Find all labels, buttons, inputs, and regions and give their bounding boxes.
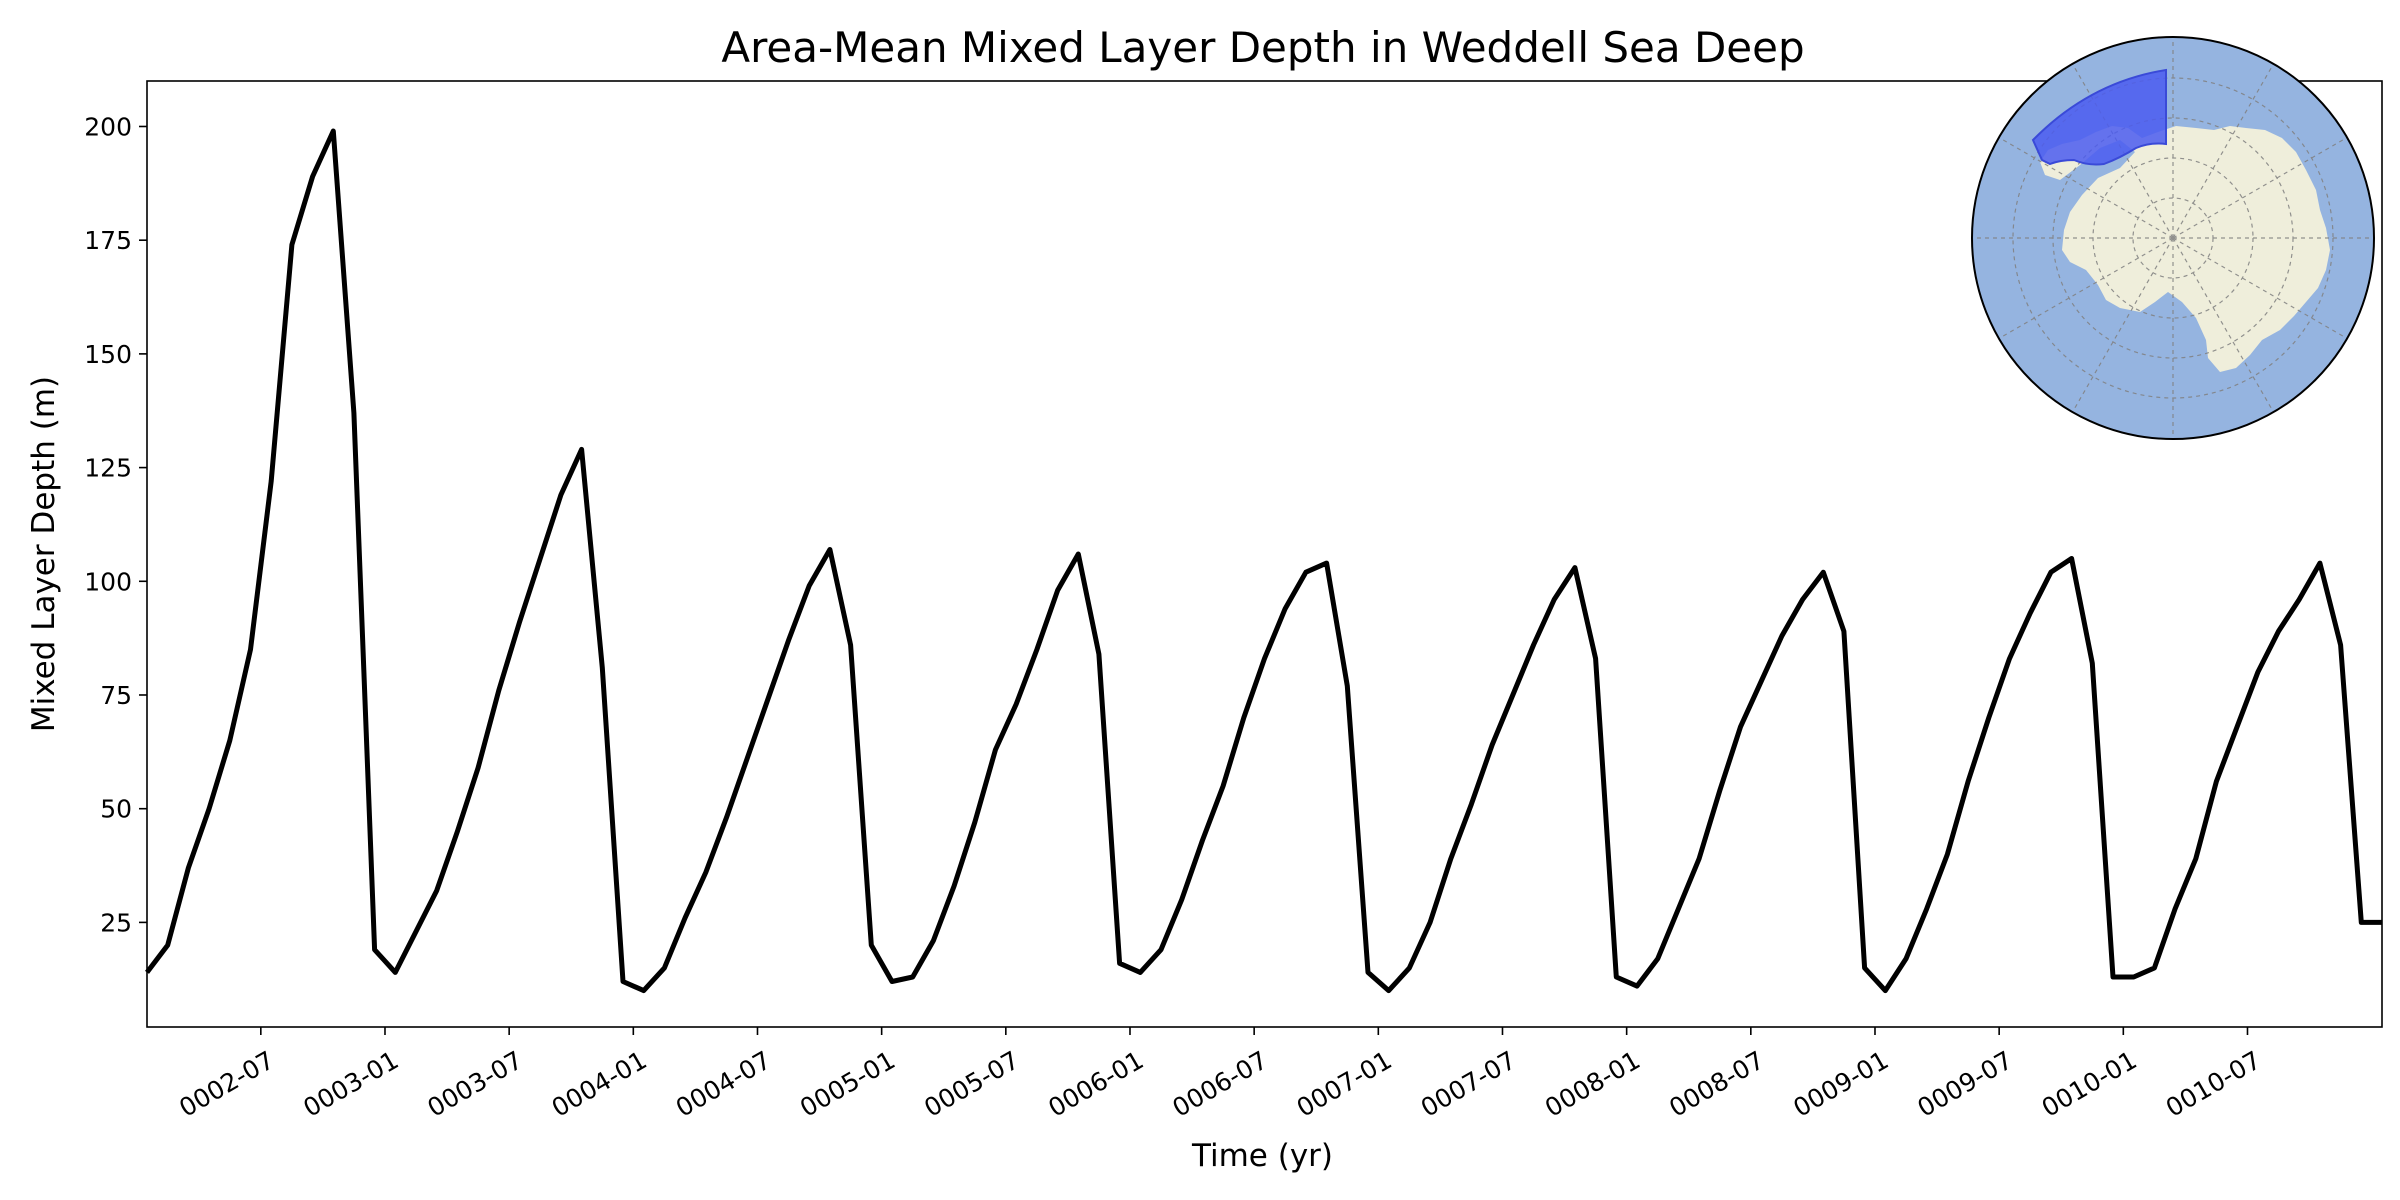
- x-tick-label: 0009-01: [1788, 1045, 1893, 1122]
- x-tick-label: 0002-07: [174, 1045, 279, 1122]
- y-axis-label: Mixed Layer Depth (m): [26, 376, 62, 732]
- x-tick-label: 0003-07: [423, 1045, 528, 1122]
- x-tick-label: 0005-07: [919, 1045, 1024, 1122]
- y-tick-label: 50: [100, 795, 132, 824]
- plot-frame: [146, 80, 2383, 1028]
- x-tick-label: 0010-07: [2161, 1045, 2266, 1122]
- series-line-0: [145, 128, 2382, 994]
- y-tick-label: 100: [84, 567, 132, 596]
- x-tick-label: 0005-01: [795, 1045, 900, 1122]
- map-border: [1971, 36, 2375, 440]
- x-tick-label: 0008-01: [1540, 1045, 1645, 1122]
- map-antarctica-land: [2040, 126, 2330, 372]
- x-tick-label: 0007-07: [1416, 1045, 1521, 1122]
- x-tick-label: 0003-01: [298, 1045, 403, 1122]
- y-tick-label: 200: [84, 112, 132, 141]
- y-tick-label: 125: [84, 454, 132, 483]
- x-tick-label: 0010-01: [2037, 1045, 2142, 1122]
- map-graticule: [1972, 37, 2374, 439]
- chart-title: Area-Mean Mixed Layer Depth in Weddell S…: [721, 23, 1804, 72]
- x-tick-label: 0009-07: [1913, 1045, 2018, 1122]
- y-tick-label: 175: [84, 226, 132, 255]
- x-tick-label: 0006-07: [1168, 1045, 1273, 1122]
- x-tick-label: 0008-07: [1664, 1045, 1769, 1122]
- y-tick-label: 25: [100, 908, 132, 937]
- plot-area: [145, 128, 2382, 994]
- weddell-sea-region-highlight: [2031, 68, 2167, 166]
- x-tick-label: 0004-07: [671, 1045, 776, 1122]
- y-tick-label: 75: [100, 681, 132, 710]
- x-tick-label: 0006-01: [1043, 1045, 1148, 1122]
- x-tick-label: 0007-01: [1292, 1045, 1397, 1122]
- x-axis-label: Time (yr): [1191, 1138, 1333, 1174]
- y-tick-label: 150: [84, 340, 132, 369]
- antarctica-inset-map: [1971, 36, 2375, 440]
- x-tick-label: 0004-01: [547, 1045, 652, 1122]
